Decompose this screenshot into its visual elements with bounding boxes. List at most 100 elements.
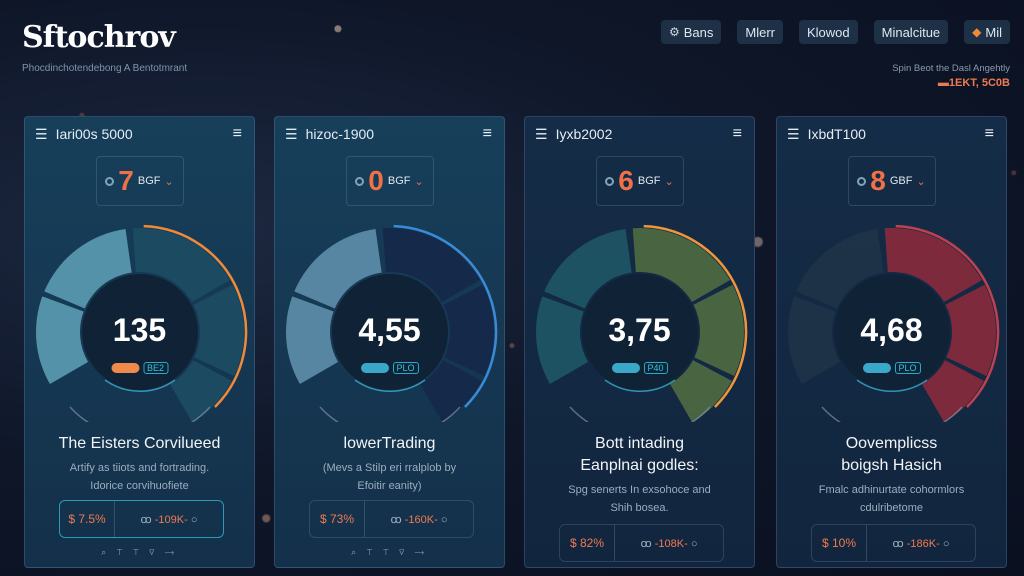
card-title-line1: Bott intading xyxy=(595,435,684,452)
card-title-line1: Oovemplicss xyxy=(845,435,938,452)
gauge-base-arc xyxy=(821,406,963,422)
gauge-segment xyxy=(693,284,744,376)
nav-button-0[interactable]: ⚙ Bans xyxy=(660,20,722,44)
select-value: 7 xyxy=(118,165,134,196)
gauge-segment xyxy=(35,296,89,384)
range-value: -108K- xyxy=(654,537,688,550)
card-header: ☰ Iari00s 5000 ≡ xyxy=(35,125,242,143)
nav-button-3[interactable]: Minalcitue xyxy=(873,20,949,44)
gauge-pill: PLO xyxy=(862,362,921,374)
gauge-inner-arc xyxy=(104,379,176,393)
chevron-down-icon: ⌄ xyxy=(664,175,674,188)
stats-box[interactable]: $ 82% ꝏ -108K- ○ xyxy=(559,524,724,562)
card-subtitle: (Mevs a Stilp eri rralplob by Efoitir ean… xyxy=(283,459,496,495)
unit-select[interactable]: 7 BGF ⌄ xyxy=(95,156,184,206)
subtitle-line2: Shih bosea. xyxy=(610,502,669,514)
menu-icon[interactable]: ≡ xyxy=(482,125,492,142)
pill-bar xyxy=(611,363,640,373)
promo-text: Spin Beot the Dasl Angehtly xyxy=(892,63,1010,74)
gauge xyxy=(286,224,498,422)
gauge-segment xyxy=(193,284,244,376)
promo-value: ▬1EKT, 5C0B xyxy=(892,76,1010,90)
select-unit: GBF xyxy=(889,175,913,187)
chevron-down-icon: ⌄ xyxy=(916,175,926,188)
card-header-title: Iari00s 5000 xyxy=(55,126,133,142)
gauge-segment xyxy=(382,228,481,302)
stats-box[interactable]: $ 10% ꝏ -186K- ○ xyxy=(811,524,976,562)
card-title: Bott intading Eanplnai godles: Spg senert… xyxy=(533,433,746,517)
stats-box[interactable]: $ 73% ꝏ -160K- ○ xyxy=(309,500,474,538)
pill-tag: PLO xyxy=(894,362,921,374)
stats-box[interactable]: $ 7.5% ꝏ -109K- ○ xyxy=(59,500,224,538)
gauge-segment xyxy=(132,228,231,302)
menu-icon[interactable]: ≡ xyxy=(732,125,742,142)
gauge-segment xyxy=(796,229,884,309)
pill-tag: BE2 xyxy=(142,362,169,374)
subtitle-line2: Efoitir eanity) xyxy=(357,480,422,492)
card-title-line1: The Eisters Corvilueed xyxy=(58,435,221,452)
search-icon: ○ xyxy=(942,537,950,550)
top-nav: ⚙ Bans Mlerr Klowod Minalcitue ◆ Mil xyxy=(660,20,1010,44)
card-icon: ▬ xyxy=(937,77,949,89)
gauge-segment xyxy=(536,296,589,384)
fox-icon: ◆ xyxy=(972,25,982,39)
search-icon: ○ xyxy=(690,537,698,550)
card-title: The Eisters Corvilueed Artify as tiiots … xyxy=(33,433,246,495)
nav-label: Mlerr xyxy=(745,24,775,40)
menu-icon[interactable]: ≡ xyxy=(984,125,994,142)
select-value: 6 xyxy=(618,165,634,196)
unit-select[interactable]: 6 BGF ⌄ xyxy=(595,156,684,206)
trading-card: ☰ IxbdT100 ≡ 8 GBF ⌄ 4,68 PLO Oovemplicss boi… xyxy=(776,116,1007,568)
gauge-value: 135 xyxy=(112,312,167,348)
gauge-segment xyxy=(544,229,632,309)
stat-range: ꝏ -108K- ○ xyxy=(615,537,723,550)
gauge xyxy=(35,224,248,422)
nav-button-1[interactable]: Mlerr xyxy=(737,20,783,44)
chevron-down-icon: ⌄ xyxy=(414,175,424,188)
gauge-arc xyxy=(143,224,248,408)
gauge-value: 3,75 xyxy=(608,312,671,348)
gauge-base-arc xyxy=(319,406,461,422)
gauge-segment xyxy=(884,228,983,302)
unit-select[interactable]: 8 GBF ⌄ xyxy=(847,156,936,206)
stat-percent: $ 82% xyxy=(560,525,615,561)
stat-percent: $ 73% xyxy=(310,501,365,537)
select-unit: BGF xyxy=(637,175,661,187)
chart-icon: ꝏ xyxy=(892,537,904,550)
gauge-segment xyxy=(632,228,731,302)
gauge-segment xyxy=(294,229,382,309)
radio-icon xyxy=(355,176,365,186)
subtitle-line1: (Mevs a Stilp eri rralplob by xyxy=(322,462,457,474)
menu-icon[interactable]: ≡ xyxy=(232,125,242,142)
card-header: ☰ hizoc-1900 ≡ xyxy=(285,125,492,143)
subtitle-line2: cdulribetome xyxy=(860,502,923,514)
subtitle-line1: Spg senerts In exsohoce and xyxy=(568,484,711,496)
trading-card: ☰ Iyxb2002 ≡ 6 BGF ⌄ 3,75 P40 Bott intading E… xyxy=(524,116,755,568)
gauge-inner-arc xyxy=(354,379,426,393)
gauge-center xyxy=(582,274,698,390)
gauge-arc xyxy=(895,224,1000,408)
select-unit: BGF xyxy=(387,175,411,187)
gauge-segment xyxy=(170,360,232,422)
subtitle-line1: Fmalc adhinurtate cohormlors xyxy=(818,484,965,496)
card-subtitle: Artify as tiiots and fortrading. Idorice … xyxy=(33,459,246,495)
radio-icon xyxy=(105,176,115,186)
list-icon: ☰ xyxy=(35,125,48,142)
promo: Spin Beot the Dasl Angehtly ▬1EKT, 5C0B xyxy=(892,62,1010,90)
list-icon: ☰ xyxy=(535,125,548,142)
card-toolbar[interactable]: ⌕ ⊤ ⊤ ⊽ ⟶ xyxy=(351,547,428,557)
gauge-segment xyxy=(788,296,841,384)
trading-card: ☰ Iari00s 5000 ≡ 7 BGF ⌄ 135 BE2 The Eisters… xyxy=(24,116,255,568)
nav-label: Bans xyxy=(683,24,714,40)
gauge xyxy=(788,224,1000,422)
nav-button-2[interactable]: Klowod xyxy=(798,20,858,44)
unit-select[interactable]: 0 BGF ⌄ xyxy=(345,156,434,206)
promo-value-text: 1EKT, 5C0B xyxy=(948,77,1010,89)
pill-bar xyxy=(862,363,891,373)
nav-button-4[interactable]: ◆ Mil xyxy=(964,20,1010,44)
card-title: lowerTrading (Mevs a Stilp eri rralplob … xyxy=(283,433,496,495)
card-toolbar[interactable]: ⌕ ⊤ ⊤ ⊽ ⟶ xyxy=(101,547,178,557)
radio-icon xyxy=(605,176,615,186)
gauge-segment xyxy=(922,360,984,422)
gauge-segment xyxy=(443,284,494,376)
